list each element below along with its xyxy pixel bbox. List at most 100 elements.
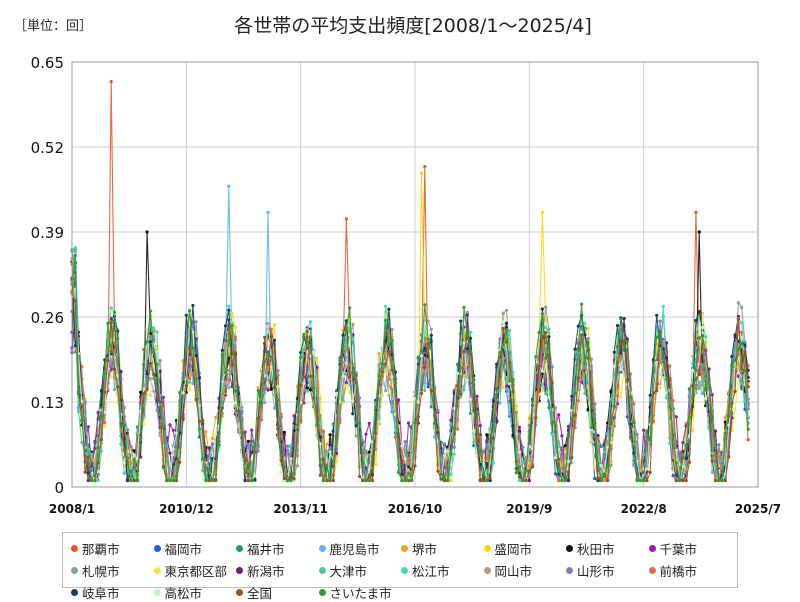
legend-item: 全国	[236, 583, 319, 602]
data-point	[302, 375, 306, 379]
data-point	[76, 410, 81, 414]
data-point	[566, 470, 571, 474]
data-point	[305, 330, 309, 334]
data-point	[384, 371, 388, 376]
data-point	[406, 478, 411, 483]
data-point	[348, 375, 352, 379]
data-point	[517, 425, 522, 429]
data-point	[318, 473, 322, 477]
data-point	[90, 464, 94, 468]
data-point	[387, 307, 391, 311]
series-1	[70, 80, 750, 483]
data-point	[119, 424, 123, 428]
data-point	[174, 474, 179, 479]
data-point	[106, 359, 110, 363]
data-point	[250, 450, 254, 454]
data-point	[80, 440, 84, 444]
x-tick-label: 2019/9	[506, 502, 552, 516]
data-point	[687, 387, 692, 391]
data-point	[501, 312, 505, 316]
data-point	[498, 375, 502, 379]
data-point	[674, 478, 678, 483]
data-point	[566, 424, 571, 428]
data-point	[112, 341, 117, 345]
data-point	[125, 456, 130, 460]
data-point	[537, 364, 541, 368]
data-point	[253, 478, 257, 482]
data-point	[462, 305, 466, 309]
data-point	[194, 377, 198, 381]
data-point	[615, 323, 620, 328]
legend-label: 前橋市	[659, 564, 698, 579]
data-point	[341, 374, 345, 378]
data-point	[292, 429, 296, 433]
data-point	[508, 412, 512, 416]
data-point	[419, 392, 424, 396]
data-point	[704, 388, 708, 392]
data-point	[736, 347, 741, 351]
data-point	[544, 305, 548, 309]
data-point	[681, 478, 685, 483]
data-point	[96, 469, 100, 474]
data-point	[374, 431, 378, 435]
data-point	[354, 371, 358, 375]
data-point	[439, 472, 443, 476]
data-point	[184, 313, 188, 317]
data-point	[645, 467, 649, 471]
data-point	[142, 422, 146, 426]
data-point	[648, 470, 652, 474]
legend-item: 前橋市	[648, 561, 732, 580]
data-point	[684, 470, 688, 474]
data-point	[321, 430, 326, 434]
legend: 那覇市 福岡市 福井市 鹿児島市 堺市 盛岡市 秋田市 千葉市 札幌市 東京都区部 新潟市 大津市 松江…	[62, 532, 738, 601]
data-point	[531, 399, 535, 403]
data-point	[416, 356, 420, 360]
data-point	[465, 313, 469, 317]
data-point	[109, 306, 113, 310]
data-point	[370, 454, 375, 459]
data-point	[694, 368, 698, 372]
data-point	[282, 433, 286, 437]
data-point	[132, 472, 136, 476]
legend-marker	[71, 589, 78, 596]
x-tick-label: 2013/11	[273, 502, 327, 516]
data-point	[449, 422, 453, 426]
data-point	[171, 462, 175, 466]
data-point	[384, 389, 388, 393]
data-point	[155, 350, 159, 354]
data-point	[534, 416, 538, 420]
data-point	[246, 439, 250, 443]
data-point	[230, 363, 234, 367]
data-point	[531, 465, 535, 469]
data-point	[90, 455, 94, 459]
data-point	[694, 210, 698, 214]
data-point	[387, 350, 391, 354]
data-point	[351, 370, 355, 375]
data-point	[596, 461, 600, 465]
data-point	[658, 373, 662, 377]
data-point	[96, 410, 100, 415]
data-point	[125, 434, 130, 438]
data-point	[384, 362, 388, 366]
chart-title: 各世帯の平均支出頻度[2008/1～2025/4]	[234, 15, 592, 37]
data-point	[671, 470, 675, 474]
data-point	[629, 435, 633, 439]
data-point	[129, 444, 133, 448]
data-point	[547, 331, 551, 335]
data-point	[112, 377, 117, 381]
data-point	[619, 317, 623, 321]
data-point	[730, 401, 734, 405]
x-tick-label: 2022/8	[621, 502, 667, 516]
data-point	[344, 384, 348, 388]
data-point	[341, 333, 345, 337]
data-point	[344, 380, 348, 385]
axes: 0 0.13 0.26 0.39 0.52 0.65 2008/1 2010/12 2013/1…	[31, 54, 781, 516]
data-point	[83, 400, 87, 404]
data-point	[103, 420, 107, 425]
data-point	[390, 408, 394, 412]
data-point	[338, 400, 342, 404]
legend-item: 秋田市	[566, 539, 649, 558]
data-point	[312, 386, 316, 390]
legend-label: 大津市	[329, 564, 368, 579]
data-point	[612, 405, 616, 409]
